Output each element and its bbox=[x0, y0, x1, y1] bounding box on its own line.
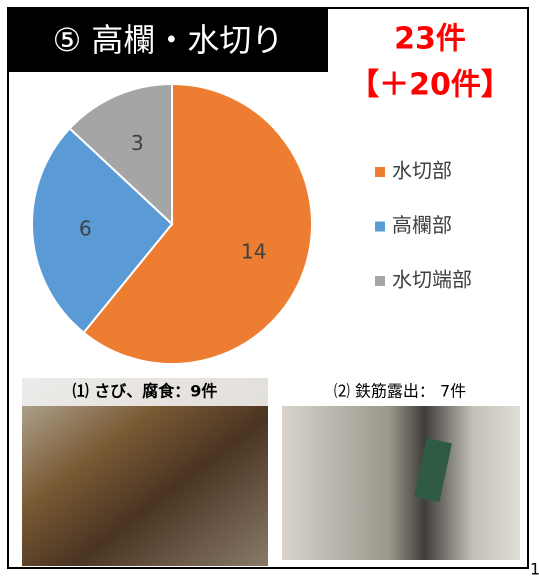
pie: 14 6 3 bbox=[31, 82, 313, 365]
slice-label: 3 bbox=[131, 131, 144, 155]
photo-rebar bbox=[282, 406, 520, 560]
legend-label: 水切部 bbox=[392, 159, 452, 183]
pie-slice bbox=[68, 82, 173, 227]
photo-board bbox=[414, 437, 452, 503]
photo-caption: ⑴ さび、腐食：9件 bbox=[73, 382, 218, 401]
pie-slice bbox=[82, 82, 313, 365]
slice-label: 14 bbox=[241, 240, 266, 264]
pie-slice bbox=[31, 127, 174, 335]
slice-label: 6 bbox=[79, 216, 92, 240]
legend-swatch bbox=[375, 167, 385, 177]
count-annotation: 23件 bbox=[394, 22, 466, 57]
title-box bbox=[8, 8, 328, 72]
legend-label: 高欄部 bbox=[392, 213, 452, 237]
photo-rust bbox=[22, 378, 268, 566]
increase-annotation: 【＋20件】 bbox=[349, 68, 511, 103]
legend-swatch bbox=[375, 221, 385, 232]
legend-label: 水切端部 bbox=[392, 268, 472, 292]
caption-bg bbox=[22, 378, 268, 406]
chart-title: ⑤ 高欄・水切り bbox=[53, 21, 284, 59]
legend-swatch bbox=[375, 276, 385, 286]
page-number: 1 bbox=[530, 560, 539, 576]
photo-caption: ⑵ 鉄筋露出： 7件 bbox=[334, 382, 466, 401]
